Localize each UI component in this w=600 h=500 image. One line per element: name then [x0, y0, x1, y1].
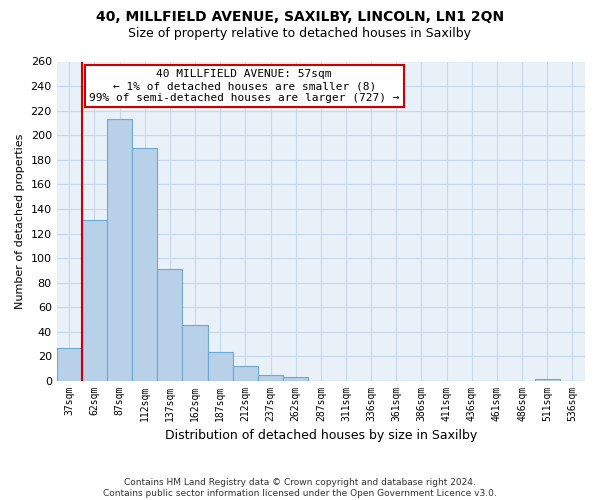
Bar [283, 378, 308, 381]
Bar [208, 352, 233, 381]
Bar [157, 269, 182, 381]
Bar [132, 148, 157, 381]
Bar [82, 220, 107, 381]
Text: 40 MILLFIELD AVENUE: 57sqm
← 1% of detached houses are smaller (8)
99% of semi-d: 40 MILLFIELD AVENUE: 57sqm ← 1% of detac… [89, 70, 400, 102]
Text: Size of property relative to detached houses in Saxilby: Size of property relative to detached ho… [128, 28, 472, 40]
Bar [233, 366, 258, 381]
Bar [182, 324, 208, 381]
Text: 40, MILLFIELD AVENUE, SAXILBY, LINCOLN, LN1 2QN: 40, MILLFIELD AVENUE, SAXILBY, LINCOLN, … [96, 10, 504, 24]
Bar [535, 378, 560, 381]
Bar [258, 375, 283, 381]
Text: Contains HM Land Registry data © Crown copyright and database right 2024.
Contai: Contains HM Land Registry data © Crown c… [103, 478, 497, 498]
X-axis label: Distribution of detached houses by size in Saxilby: Distribution of detached houses by size … [165, 430, 477, 442]
Y-axis label: Number of detached properties: Number of detached properties [15, 134, 25, 309]
Bar [56, 348, 82, 381]
Bar [107, 120, 132, 381]
